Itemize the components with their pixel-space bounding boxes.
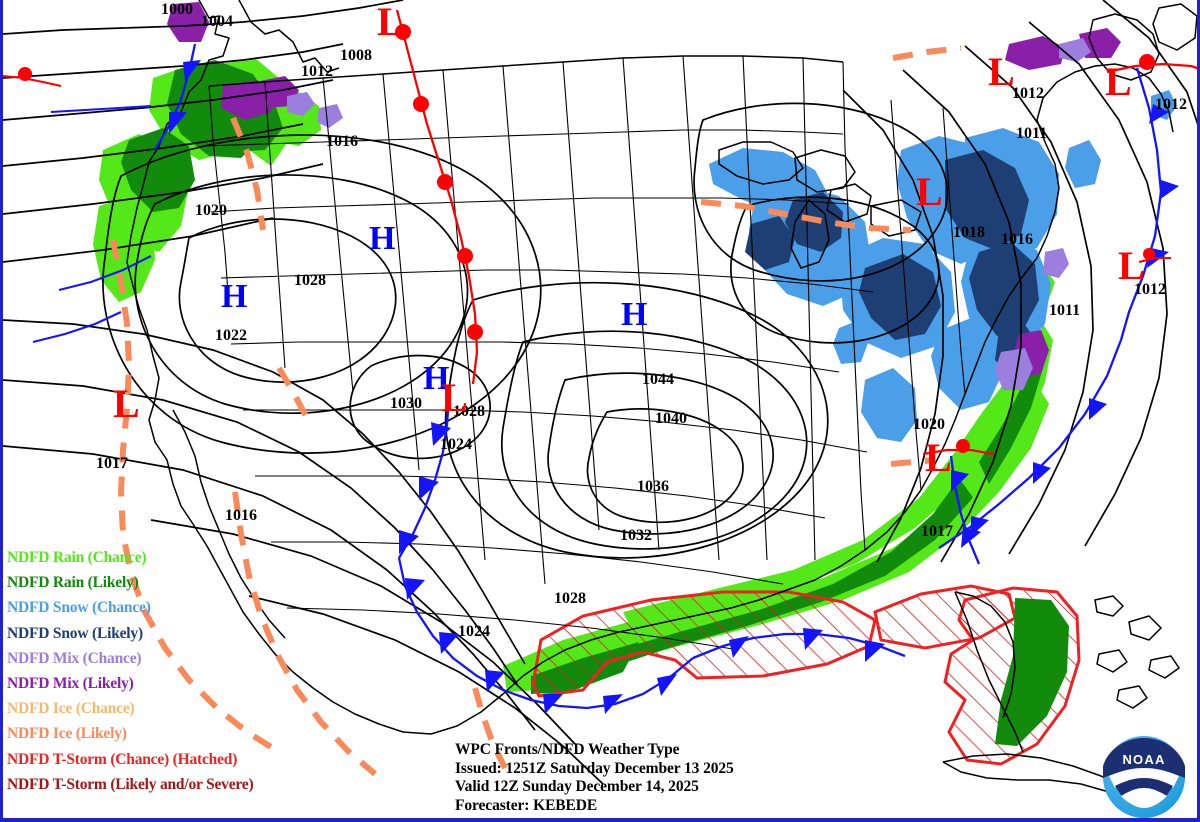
isobar-label: 1012 [1155, 96, 1187, 113]
precip-mix-likely [1005, 36, 1065, 70]
isobar-label: 1032 [620, 527, 652, 544]
isobar-label: 1016 [1001, 231, 1033, 248]
pressure-center-l: L [1105, 59, 1132, 104]
isobar-label: 1017 [96, 455, 128, 472]
legend-item-snow-likely: NDFD Snow (Likely) [7, 624, 143, 642]
legend-item-ice-chance: NDFD Ice (Chance) [7, 700, 135, 718]
precip-rain-likely [121, 128, 195, 212]
title-block: WPC Fronts/NDFD Weather Type Issued: 125… [455, 741, 734, 815]
isobar-label: 1036 [637, 478, 669, 495]
pressure-center-l: L [377, 0, 404, 44]
isobar-label: 1022 [215, 327, 247, 344]
isobar-label: 1000 [161, 1, 193, 18]
precip-mix-likely [167, 2, 209, 42]
pressure-center-l: L [1118, 243, 1145, 288]
pressure-center-l: L [441, 375, 468, 420]
product-title: WPC Fronts/NDFD Weather Type [455, 741, 680, 758]
isobar-label: 1024 [458, 623, 490, 640]
isobar-label: 1004 [201, 13, 233, 30]
isobar-label: 1020 [913, 416, 945, 433]
isobar-label: 1016 [326, 133, 358, 150]
noaa-logo-text: NOAA [1122, 752, 1165, 767]
isobar-label: 1028 [554, 590, 586, 607]
isobar-layer [3, 0, 1197, 785]
precip-legend: NDFD Rain (Chance) NDFD Rain (Likely) NDFD… [7, 545, 254, 797]
geography-layer [126, 0, 1197, 793]
pressure-center-l: L [925, 435, 952, 480]
precip-snow-likely [945, 150, 1029, 250]
legend-item-snow-chance: NDFD Snow (Chance) [7, 599, 151, 617]
precip-snow-chance [861, 368, 917, 442]
warm-front [3, 9, 1197, 456]
isobar-label: 1028 [294, 272, 326, 289]
pressure-center-l: L [113, 381, 140, 426]
legend-item-ice-likely: NDFD Ice (Likely) [7, 725, 127, 743]
precip-mix-chance [1043, 248, 1069, 278]
pressure-center-h: H [423, 360, 450, 397]
isobar-label: 1012 [1134, 281, 1166, 298]
pressure-center-l: L [988, 49, 1015, 94]
precip-mix-chance [287, 92, 315, 116]
isobar-label: 1016 [225, 507, 257, 524]
legend-item-tstorm-likely: NDFD T-Storm (Likely and/or Severe) [7, 775, 254, 793]
legend-item-mix-chance: NDFD Mix (Chance) [7, 649, 142, 667]
precip-rain-likely [995, 598, 1069, 746]
precip-snow-chance [1065, 140, 1101, 188]
pressure-center-h: H [221, 278, 248, 315]
isobar-label: 1024 [440, 436, 472, 453]
isobar-label: 1012 [301, 63, 333, 80]
isobar-label: 1012 [1012, 85, 1044, 102]
legend-item-tstorm-chance: NDFD T-Storm (Chance) (Hatched) [7, 750, 238, 768]
isobar-label: 1008 [340, 47, 372, 64]
isobar-label: 1018 [953, 224, 985, 241]
precip-mix-chance [317, 104, 343, 128]
pressure-center-h: H [621, 296, 648, 333]
pressure-center-h: H [369, 220, 396, 257]
noaa-logo-graphic: NOAA [1103, 736, 1185, 818]
isobar-label: 1040 [655, 410, 687, 427]
isobar-label: 1011 [1016, 125, 1048, 142]
isobar-label: 1017 [921, 523, 953, 540]
cold-front [32, 43, 1179, 714]
legend-item-mix-likely: NDFD Mix (Likely) [7, 674, 134, 692]
trough-line [110, 45, 962, 777]
isobar-label: 1044 [642, 371, 674, 388]
map-canvas: NOAA [3, 0, 1197, 818]
issued-time: Issued: 1251Z Saturday December 13 2025 [455, 759, 734, 777]
precip-snow-likely [859, 254, 941, 340]
legend-item-rain-likely: NDFD Rain (Likely) [7, 574, 139, 592]
precip-rain-likely [979, 352, 1043, 484]
precip-mix-chance [995, 348, 1033, 390]
valid-time: Valid 12Z Sunday December 14, 2025 [455, 778, 699, 796]
precip-snow-likely [745, 216, 795, 270]
isobar-label: 1011 [1049, 302, 1081, 319]
precip-mix-chance [1059, 38, 1091, 62]
isobar-label: 1030 [390, 395, 422, 412]
pressure-center-l: L [916, 169, 943, 214]
isobar-label: 1028 [453, 403, 485, 420]
legend-item-rain-chance: NDFD Rain (Chance) [7, 549, 147, 566]
forecaster-name: Forecaster: KEBEDE [455, 796, 598, 814]
isobar-label: 1020 [195, 202, 227, 219]
